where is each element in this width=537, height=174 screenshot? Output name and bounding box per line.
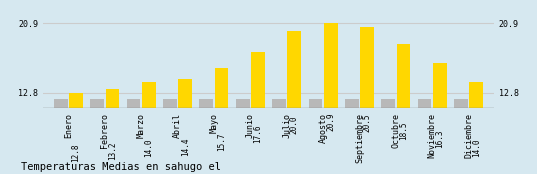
- Bar: [418, 99, 431, 174]
- Text: 14.4: 14.4: [180, 137, 190, 156]
- Bar: [178, 79, 192, 174]
- Bar: [69, 93, 83, 174]
- Bar: [433, 63, 447, 174]
- Text: Temperaturas Medias en sahugo el: Temperaturas Medias en sahugo el: [21, 162, 221, 172]
- Bar: [127, 99, 141, 174]
- Text: 14.0: 14.0: [471, 139, 481, 157]
- Bar: [142, 82, 156, 174]
- Bar: [381, 99, 395, 174]
- Text: 20.9: 20.9: [326, 112, 335, 131]
- Text: 14.0: 14.0: [144, 139, 154, 157]
- Text: 16.3: 16.3: [436, 130, 444, 148]
- Bar: [215, 68, 228, 174]
- Bar: [251, 52, 265, 174]
- Bar: [396, 44, 410, 174]
- Bar: [287, 31, 301, 174]
- Bar: [345, 99, 359, 174]
- Bar: [90, 99, 104, 174]
- Bar: [236, 99, 250, 174]
- Bar: [324, 23, 338, 174]
- Bar: [360, 27, 374, 174]
- Bar: [272, 99, 286, 174]
- Bar: [54, 99, 68, 174]
- Bar: [163, 99, 177, 174]
- Bar: [199, 99, 213, 174]
- Bar: [469, 82, 483, 174]
- Text: 12.8: 12.8: [71, 143, 81, 162]
- Bar: [454, 99, 468, 174]
- Text: 18.5: 18.5: [399, 121, 408, 140]
- Text: 17.6: 17.6: [253, 125, 263, 143]
- Text: 15.7: 15.7: [217, 132, 226, 151]
- Bar: [106, 89, 119, 174]
- Text: 13.2: 13.2: [108, 142, 117, 160]
- Bar: [309, 99, 322, 174]
- Text: 20.0: 20.0: [290, 116, 299, 134]
- Text: 20.5: 20.5: [362, 114, 372, 132]
